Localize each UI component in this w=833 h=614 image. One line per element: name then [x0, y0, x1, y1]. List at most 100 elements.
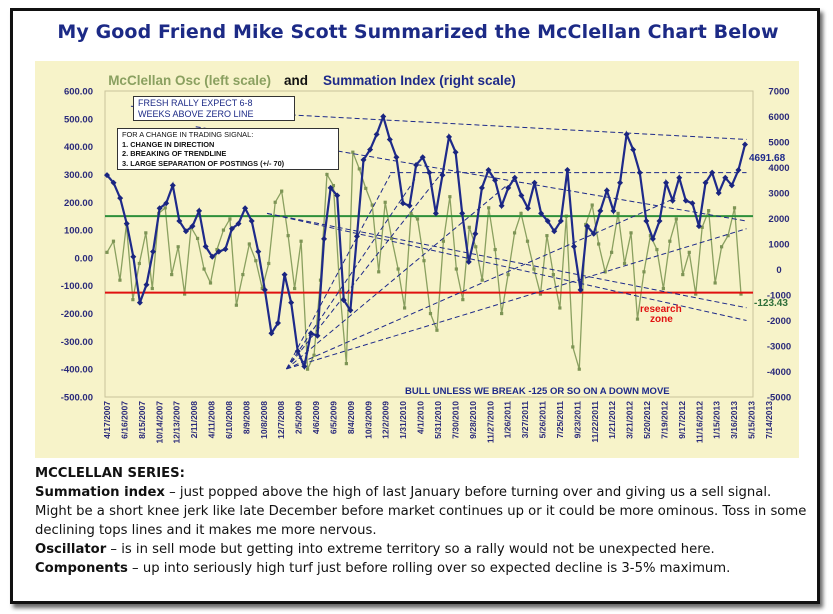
trendline: [130, 105, 747, 140]
oscillator-point: [260, 286, 264, 291]
oscillator-point: [525, 239, 530, 243]
summation-point: [281, 271, 288, 278]
summation-point: [498, 202, 505, 209]
oscillator-point: [163, 206, 167, 210]
oscillator-text: – is in sell mode but getting into extre…: [106, 542, 715, 557]
oscillator-point: [137, 261, 141, 266]
trendline: [286, 172, 443, 370]
oscillator-point: [480, 278, 484, 282]
oscillator-point: [293, 286, 297, 291]
plot-area: [104, 90, 754, 398]
summation-point: [597, 207, 604, 214]
oscillator-point: [584, 222, 588, 227]
oscillator-point: [170, 273, 174, 277]
summation-label: Summation index: [35, 485, 165, 500]
commentary: MCCLELLAN SERIES: Summation index – just…: [35, 464, 807, 578]
x-tick-label: 12/2/2009: [381, 401, 391, 439]
oscillator-point: [377, 270, 381, 274]
summation-point: [564, 167, 571, 174]
summation-point: [630, 146, 637, 153]
oscillator-point: [247, 242, 251, 246]
oscillator-point: [422, 259, 426, 263]
summation-point: [163, 200, 170, 207]
oscillator-point: [558, 306, 562, 310]
oscillator-point: [441, 239, 446, 243]
oscillator-point: [681, 273, 685, 277]
x-tick-label: 5/15/2013: [747, 401, 757, 439]
oscillator-point: [131, 298, 135, 302]
trendline: [195, 126, 747, 222]
summation-point: [695, 223, 702, 230]
x-tick-label: 7/19/2012: [659, 401, 669, 439]
summation-point: [663, 179, 670, 186]
oscillator-point: [176, 245, 180, 249]
summation-point: [518, 192, 525, 199]
trendline: [285, 174, 391, 370]
summation-point: [544, 218, 551, 225]
summation-point: [472, 230, 479, 237]
x-tick-label: 10/8/2008: [259, 401, 269, 439]
research-zone-label-2: zone: [650, 314, 673, 325]
summation-point: [426, 169, 433, 176]
x-tick-label: 1/15/2013: [712, 401, 722, 439]
summation-point: [419, 154, 426, 161]
oscillator-point: [668, 239, 672, 243]
x-tick-label: 4/1/2010: [416, 401, 426, 434]
summation-paragraph: Summation index – just popped above the …: [35, 483, 807, 540]
oscillator-point: [357, 167, 361, 171]
summation-point: [130, 253, 137, 260]
summation-point: [643, 218, 650, 225]
oscillator-point: [519, 211, 523, 215]
fresh-rally-line-2: WEEKS ABOVE ZERO LINE: [138, 109, 254, 119]
summation-point: [557, 218, 564, 225]
oscillator-point: [674, 217, 678, 221]
oscillator-point: [105, 250, 109, 254]
oscillator-point: [299, 239, 303, 243]
trendline: [286, 228, 747, 370]
left-tick-label: 200.00: [64, 198, 93, 209]
oscillator-point: [461, 298, 465, 302]
oscillator-point: [454, 267, 458, 271]
oscillator-point: [726, 234, 730, 238]
summation-point: [288, 299, 295, 306]
oscillator-point: [655, 247, 659, 252]
right-tick-label: 5000: [768, 138, 789, 149]
summation-point: [182, 228, 189, 235]
oscillator-point: [150, 286, 154, 291]
oscillator-point: [402, 306, 407, 310]
x-tick-label: 3/27/2011: [520, 401, 530, 439]
summation-point: [301, 363, 308, 370]
oscillator-point: [364, 186, 368, 190]
x-tick-label: 8/4/2009: [346, 401, 356, 434]
signal-item-3: 3. LARGE SEPARATION OF POSTINGS (+/- 70): [122, 158, 285, 168]
left-tick-label: -500.00: [61, 393, 93, 404]
right-tick-label: 1000: [768, 240, 789, 251]
summation-point: [432, 210, 439, 217]
oscillator-point: [435, 328, 439, 332]
summation-point: [235, 220, 242, 227]
oscillator-point: [234, 303, 238, 307]
oscillator-point: [487, 206, 491, 210]
oscillator-point: [208, 281, 213, 285]
fresh-rally-line-1: FRESH RALLY EXPECT 6-8: [138, 98, 253, 108]
x-tick-label: 6/16/2007: [119, 401, 129, 439]
oscillator-point: [719, 245, 724, 249]
oscillator-point: [111, 239, 116, 243]
axes: 600.00 500.00 400.00 300.00 200.00 100.00 0.00…: [61, 87, 791, 444]
oscillator-point: [493, 247, 497, 252]
summation-point: [353, 233, 360, 240]
left-tick-label: -400.00: [61, 365, 93, 376]
summation-point: [406, 202, 413, 209]
oscillator-point: [215, 247, 219, 252]
summation-point: [656, 218, 663, 225]
right-tick-label: 3000: [768, 189, 789, 200]
summation-point: [570, 243, 577, 250]
oscillator-point: [338, 289, 342, 293]
x-tick-label: 5/31/2010: [433, 401, 443, 439]
x-tick-label: 3/21/2012: [625, 401, 635, 439]
trendline: [266, 212, 747, 321]
summation-point: [196, 207, 203, 214]
oscillator-point: [590, 203, 594, 207]
oscillator-point: [331, 183, 336, 188]
summation-point: [617, 179, 624, 186]
